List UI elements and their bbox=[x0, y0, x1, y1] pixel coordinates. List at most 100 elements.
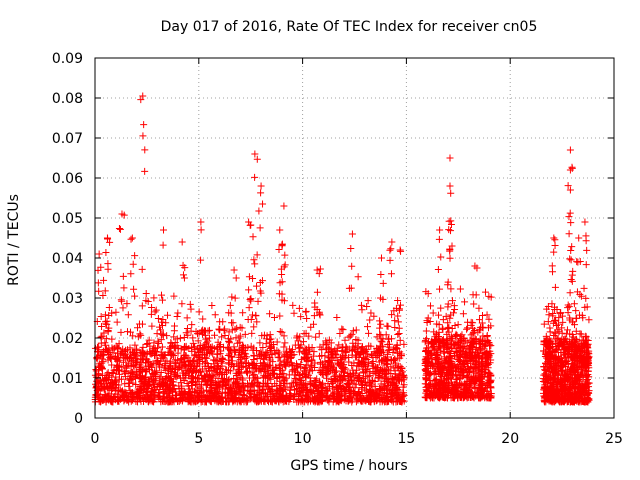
data-point bbox=[306, 374, 314, 382]
data-point bbox=[186, 385, 194, 393]
data-point bbox=[270, 392, 278, 400]
data-point bbox=[187, 305, 195, 313]
data-point bbox=[296, 380, 304, 388]
data-point bbox=[364, 373, 372, 381]
data-point bbox=[333, 313, 341, 321]
x-tick-label: 15 bbox=[397, 431, 415, 447]
data-point bbox=[265, 354, 273, 362]
data-point bbox=[138, 302, 146, 310]
data-point bbox=[176, 363, 184, 371]
data-point bbox=[398, 365, 406, 373]
data-point bbox=[197, 368, 205, 376]
data-point bbox=[105, 304, 113, 312]
data-point bbox=[365, 329, 373, 337]
data-point bbox=[324, 344, 332, 352]
data-point bbox=[345, 358, 353, 366]
data-point bbox=[112, 308, 120, 316]
data-point bbox=[255, 382, 263, 390]
data-point bbox=[97, 313, 105, 321]
data-point bbox=[361, 355, 369, 363]
data-point bbox=[117, 328, 125, 336]
data-point bbox=[392, 398, 400, 406]
data-point bbox=[93, 383, 101, 391]
data-point bbox=[385, 379, 393, 387]
data-point bbox=[176, 334, 184, 342]
data-point bbox=[170, 371, 178, 379]
data-point bbox=[352, 380, 360, 388]
data-point bbox=[297, 313, 305, 321]
data-point bbox=[290, 309, 298, 317]
data-point bbox=[211, 311, 219, 319]
data-point bbox=[394, 312, 402, 320]
data-point bbox=[113, 318, 121, 326]
data-point bbox=[199, 387, 207, 395]
data-point bbox=[322, 374, 330, 382]
data-point bbox=[150, 294, 158, 302]
data-point bbox=[202, 339, 210, 347]
data-point bbox=[370, 312, 378, 320]
data-point bbox=[207, 380, 215, 388]
data-point bbox=[377, 335, 385, 343]
data-point bbox=[115, 356, 123, 364]
data-point bbox=[281, 339, 289, 347]
data-point bbox=[239, 376, 247, 384]
data-point bbox=[191, 380, 199, 388]
data-point bbox=[354, 340, 362, 348]
data-point bbox=[259, 374, 267, 382]
data-point bbox=[385, 346, 393, 354]
data-point bbox=[310, 352, 318, 360]
data-point bbox=[281, 362, 289, 370]
data-point bbox=[354, 273, 362, 281]
data-point bbox=[272, 363, 280, 371]
data-point bbox=[119, 358, 127, 366]
data-point bbox=[231, 390, 239, 398]
data-point bbox=[397, 350, 405, 358]
x-tick-label: 20 bbox=[501, 431, 519, 447]
data-point bbox=[99, 358, 107, 366]
data-point bbox=[367, 309, 375, 317]
data-point bbox=[337, 377, 345, 385]
data-point bbox=[349, 390, 357, 398]
data-point bbox=[310, 312, 318, 320]
y-tick-label: 0 bbox=[74, 411, 83, 427]
y-tick-label: 0.06 bbox=[52, 171, 83, 187]
y-axis-label: ROTI / TECUs bbox=[6, 194, 22, 286]
data-point bbox=[155, 380, 163, 388]
data-point bbox=[264, 369, 272, 377]
data-point bbox=[100, 329, 108, 337]
data-point bbox=[189, 356, 197, 364]
data-point bbox=[99, 292, 107, 300]
y-tick-label: 0.09 bbox=[52, 51, 83, 67]
data-point bbox=[124, 311, 132, 319]
data-point bbox=[188, 381, 196, 389]
data-point bbox=[315, 330, 323, 338]
chart-title: Day 017 of 2016, Rate Of TEC Index for r… bbox=[161, 19, 538, 35]
data-point bbox=[98, 350, 106, 358]
data-point bbox=[151, 308, 159, 316]
data-point bbox=[150, 339, 158, 347]
data-point bbox=[316, 381, 324, 389]
data-point bbox=[105, 396, 113, 404]
data-point bbox=[344, 381, 352, 389]
data-point bbox=[236, 323, 244, 331]
data-point bbox=[146, 366, 154, 374]
data-point bbox=[395, 376, 403, 384]
data-point bbox=[194, 386, 202, 394]
data-point bbox=[161, 395, 169, 403]
data-point bbox=[341, 375, 349, 383]
data-point bbox=[186, 300, 194, 308]
data-point bbox=[327, 339, 335, 347]
data-point bbox=[248, 368, 256, 376]
data-point bbox=[293, 334, 301, 342]
data-point bbox=[153, 330, 161, 338]
data-point bbox=[219, 397, 227, 405]
data-point bbox=[292, 364, 300, 372]
data-point bbox=[151, 367, 159, 375]
data-point bbox=[348, 346, 356, 354]
data-point bbox=[364, 297, 372, 305]
data-point bbox=[126, 369, 134, 377]
data-point bbox=[294, 362, 302, 370]
data-point bbox=[225, 360, 233, 368]
data-point bbox=[209, 367, 217, 375]
